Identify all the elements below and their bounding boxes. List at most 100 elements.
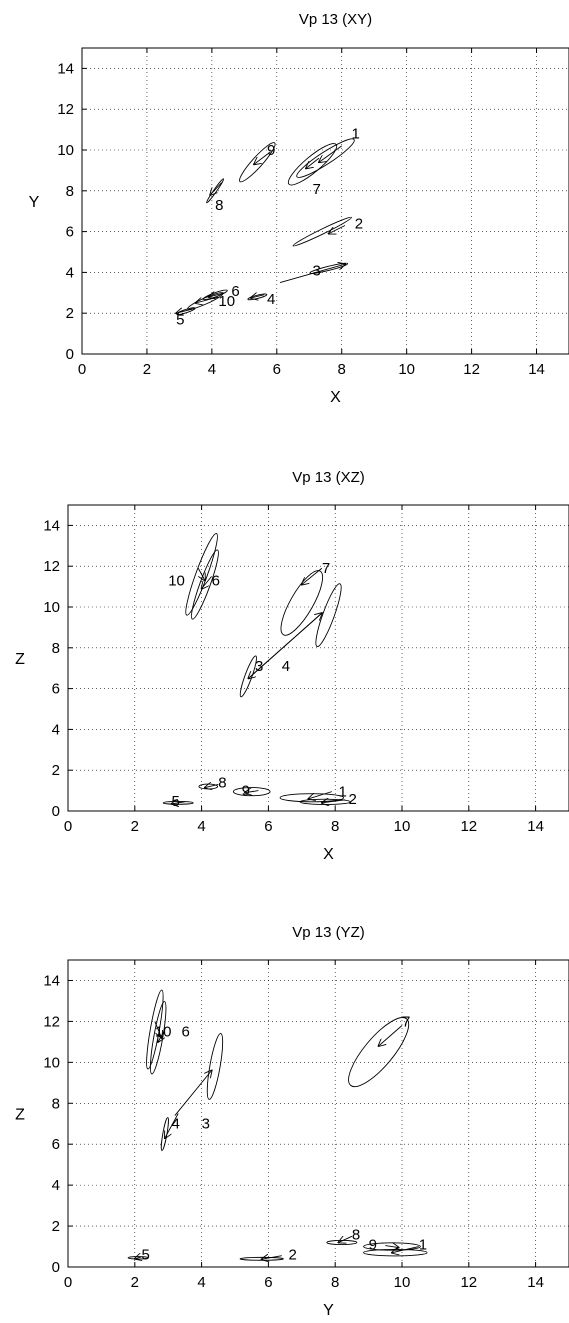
x-tick-label: 4 [197, 818, 205, 835]
x-tick-label: 2 [143, 361, 151, 378]
y-tick-label: 2 [52, 762, 60, 779]
point-label-2: 2 [355, 215, 363, 232]
point-ellipse-4 [315, 583, 342, 648]
point-arrow-8 [339, 1236, 353, 1242]
point-arrow-10 [196, 296, 219, 303]
point-arrow-7 [379, 1025, 403, 1045]
y-tick-label: 6 [66, 224, 74, 241]
point-arrow-3 [279, 264, 345, 284]
point-label-8: 8 [218, 774, 226, 791]
chart-panel-3: Vp 13 (YZ)0 2 4 6 8 10 12 1402468101214YZ123456… [15, 924, 569, 1319]
chart-title: Vp 13 (XY) [299, 11, 372, 28]
point-label-5: 5 [172, 793, 180, 810]
y-tick-label: 2 [66, 305, 74, 322]
point-ellipse-3 [309, 262, 349, 274]
x-tick-label: 8 [331, 818, 339, 835]
x-tick-label: 0 [64, 1274, 72, 1291]
x-tick-label: 6 [273, 361, 281, 378]
point-ellipse-7 [287, 143, 338, 186]
point-label-3: 3 [202, 1116, 210, 1133]
point-label-10: 10 [155, 1024, 172, 1041]
x-axis-label: X [323, 846, 334, 863]
point-label-1: 1 [339, 784, 347, 801]
point-arrow-9 [254, 151, 271, 164]
x-tick-label: 4 [208, 361, 216, 378]
point-label-4: 4 [267, 291, 275, 308]
y-tick-label: 8 [52, 1095, 60, 1112]
point-label-3: 3 [255, 658, 263, 675]
chart-title: Vp 13 (XZ) [292, 469, 365, 486]
chart-panel-1: Vp 13 (XY)0 2 4 6 8 10 12 1402468101214XY123456… [29, 11, 569, 406]
point-label-1: 1 [351, 126, 359, 143]
y-tick-label: 2 [52, 1218, 60, 1235]
chart-title: Vp 13 (YZ) [292, 924, 365, 941]
y-tick-label: 8 [52, 640, 60, 657]
x-axis-label: X [330, 389, 341, 406]
x-tick-label: 14 [527, 818, 544, 835]
x-tick-label: 2 [131, 1274, 139, 1291]
x-tick-label: 8 [331, 1274, 339, 1291]
x-tick-label: 10 [394, 818, 411, 835]
point-label-9: 9 [369, 1236, 377, 1253]
point-ellipse-3 [206, 1033, 224, 1100]
y-tick-label: 10 [43, 599, 60, 616]
x-tick-label: 14 [527, 1274, 544, 1291]
y-axis-label: Z [15, 651, 25, 668]
y-tick-label: 4 [52, 1177, 60, 1194]
y-tick-label: 14 [43, 517, 60, 534]
point-arrow-4 [165, 1113, 179, 1139]
point-label-6: 6 [212, 572, 220, 589]
point-arrow-10 [154, 1021, 162, 1037]
point-arrow-2 [329, 225, 346, 233]
y-tick-label: 6 [52, 1136, 60, 1153]
x-tick-label: 4 [197, 1274, 205, 1291]
y-tick-label: 10 [57, 142, 74, 159]
point-ellipse-10 [185, 533, 218, 616]
point-arrow-9 [245, 791, 259, 793]
y-tick-label: 12 [43, 558, 60, 575]
point-arrow-7 [302, 567, 323, 584]
y-tick-label: 14 [57, 60, 74, 77]
y-tick-label: 14 [43, 972, 60, 989]
point-arrow-1 [319, 145, 342, 162]
point-arrow-10 [197, 568, 205, 580]
x-tick-label: 12 [460, 1274, 477, 1291]
point-label-7: 7 [313, 181, 321, 198]
point-arrow-8 [210, 182, 222, 195]
point-label-5: 5 [176, 311, 184, 328]
point-arrow-2 [262, 1256, 282, 1259]
x-tick-label: 12 [460, 818, 477, 835]
y-tick-label: 12 [57, 101, 74, 118]
point-label-5: 5 [141, 1247, 149, 1264]
point-arrow-1 [308, 791, 332, 799]
x-tick-label: 0 [78, 361, 86, 378]
point-label-10: 10 [218, 293, 235, 310]
point-label-9: 9 [242, 783, 250, 800]
point-label-3: 3 [313, 262, 321, 279]
y-axis-label: Y [29, 194, 40, 211]
point-arrow-5 [135, 1257, 142, 1259]
point-arrow-4 [251, 295, 264, 298]
point-arrow-4 [248, 613, 321, 679]
y-tick-label: 0 [66, 346, 74, 363]
point-arrow-7 [306, 157, 320, 168]
y-tick-label: 12 [43, 1013, 60, 1030]
point-label-7: 7 [402, 1013, 410, 1030]
point-label-6: 6 [231, 283, 239, 300]
x-tick-label: 6 [264, 818, 272, 835]
point-arrow-8 [205, 784, 219, 787]
x-tick-label: 12 [463, 361, 480, 378]
y-tick-label: 4 [52, 721, 60, 738]
x-tick-label: 2 [131, 818, 139, 835]
point-label-4: 4 [172, 1116, 180, 1133]
y-tick-label: 4 [66, 264, 74, 281]
x-tick-label: 10 [398, 361, 415, 378]
plot-frame [67, 959, 569, 1268]
point-arrow-5 [172, 802, 185, 804]
point-label-10: 10 [168, 572, 185, 589]
point-ellipse-4 [247, 293, 268, 301]
x-axis-label: Y [323, 1302, 334, 1319]
